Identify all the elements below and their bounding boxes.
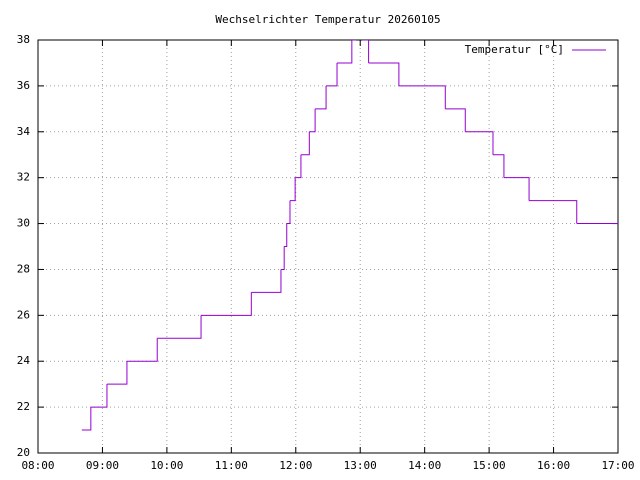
step-line <box>284 223 288 247</box>
legend-label: Temperatur [°C] <box>465 43 564 56</box>
x-tick-label: 13:00 <box>344 459 377 472</box>
y-tick-label: 34 <box>17 125 31 138</box>
step-line <box>251 269 282 293</box>
step-line <box>286 200 291 225</box>
step-line <box>106 361 128 385</box>
x-tick-label: 16:00 <box>537 459 570 472</box>
y-tick-label: 22 <box>17 400 30 413</box>
step-line <box>398 85 446 109</box>
plot-area <box>81 40 618 431</box>
x-tick-label: 09:00 <box>86 459 119 472</box>
step-line <box>309 108 316 133</box>
x-tick-label: 12:00 <box>279 459 312 472</box>
step-line <box>362 40 370 63</box>
y-tick-label: 26 <box>17 308 30 321</box>
step-line <box>315 85 327 110</box>
y-tick-label: 24 <box>17 354 31 367</box>
step-line <box>492 154 505 178</box>
x-tick-label: 08:00 <box>21 459 54 472</box>
plot-border <box>37 39 619 454</box>
step-line <box>445 108 466 132</box>
y-tick-label: 30 <box>17 217 30 230</box>
step-line <box>81 407 92 431</box>
step-line <box>465 131 494 155</box>
chart-title: Wechselrichter Temperatur 20260105 <box>215 13 440 26</box>
step-line <box>300 131 310 156</box>
x-tick-label: 11:00 <box>215 459 248 472</box>
step-line <box>289 177 296 202</box>
y-tick-label: 20 <box>17 446 30 459</box>
step-line <box>295 154 302 179</box>
x-tick-label: 14:00 <box>408 459 441 472</box>
x-tick-label: 10:00 <box>150 459 183 472</box>
step-line <box>126 338 158 362</box>
step-line <box>326 62 338 87</box>
x-tick-label: 15:00 <box>473 459 506 472</box>
step-line <box>201 292 252 316</box>
y-tick-label: 28 <box>17 262 30 275</box>
step-line <box>280 246 285 270</box>
x-tick-label: 17:00 <box>601 459 634 472</box>
step-line <box>157 315 202 339</box>
y-tick-label: 36 <box>17 79 30 92</box>
step-line <box>368 62 400 86</box>
y-tick-label: 32 <box>17 171 30 184</box>
step-line <box>90 384 108 408</box>
step-line <box>503 177 530 201</box>
y-tick-label: 38 <box>17 33 30 46</box>
step-line <box>529 200 578 224</box>
step-line <box>337 40 353 64</box>
